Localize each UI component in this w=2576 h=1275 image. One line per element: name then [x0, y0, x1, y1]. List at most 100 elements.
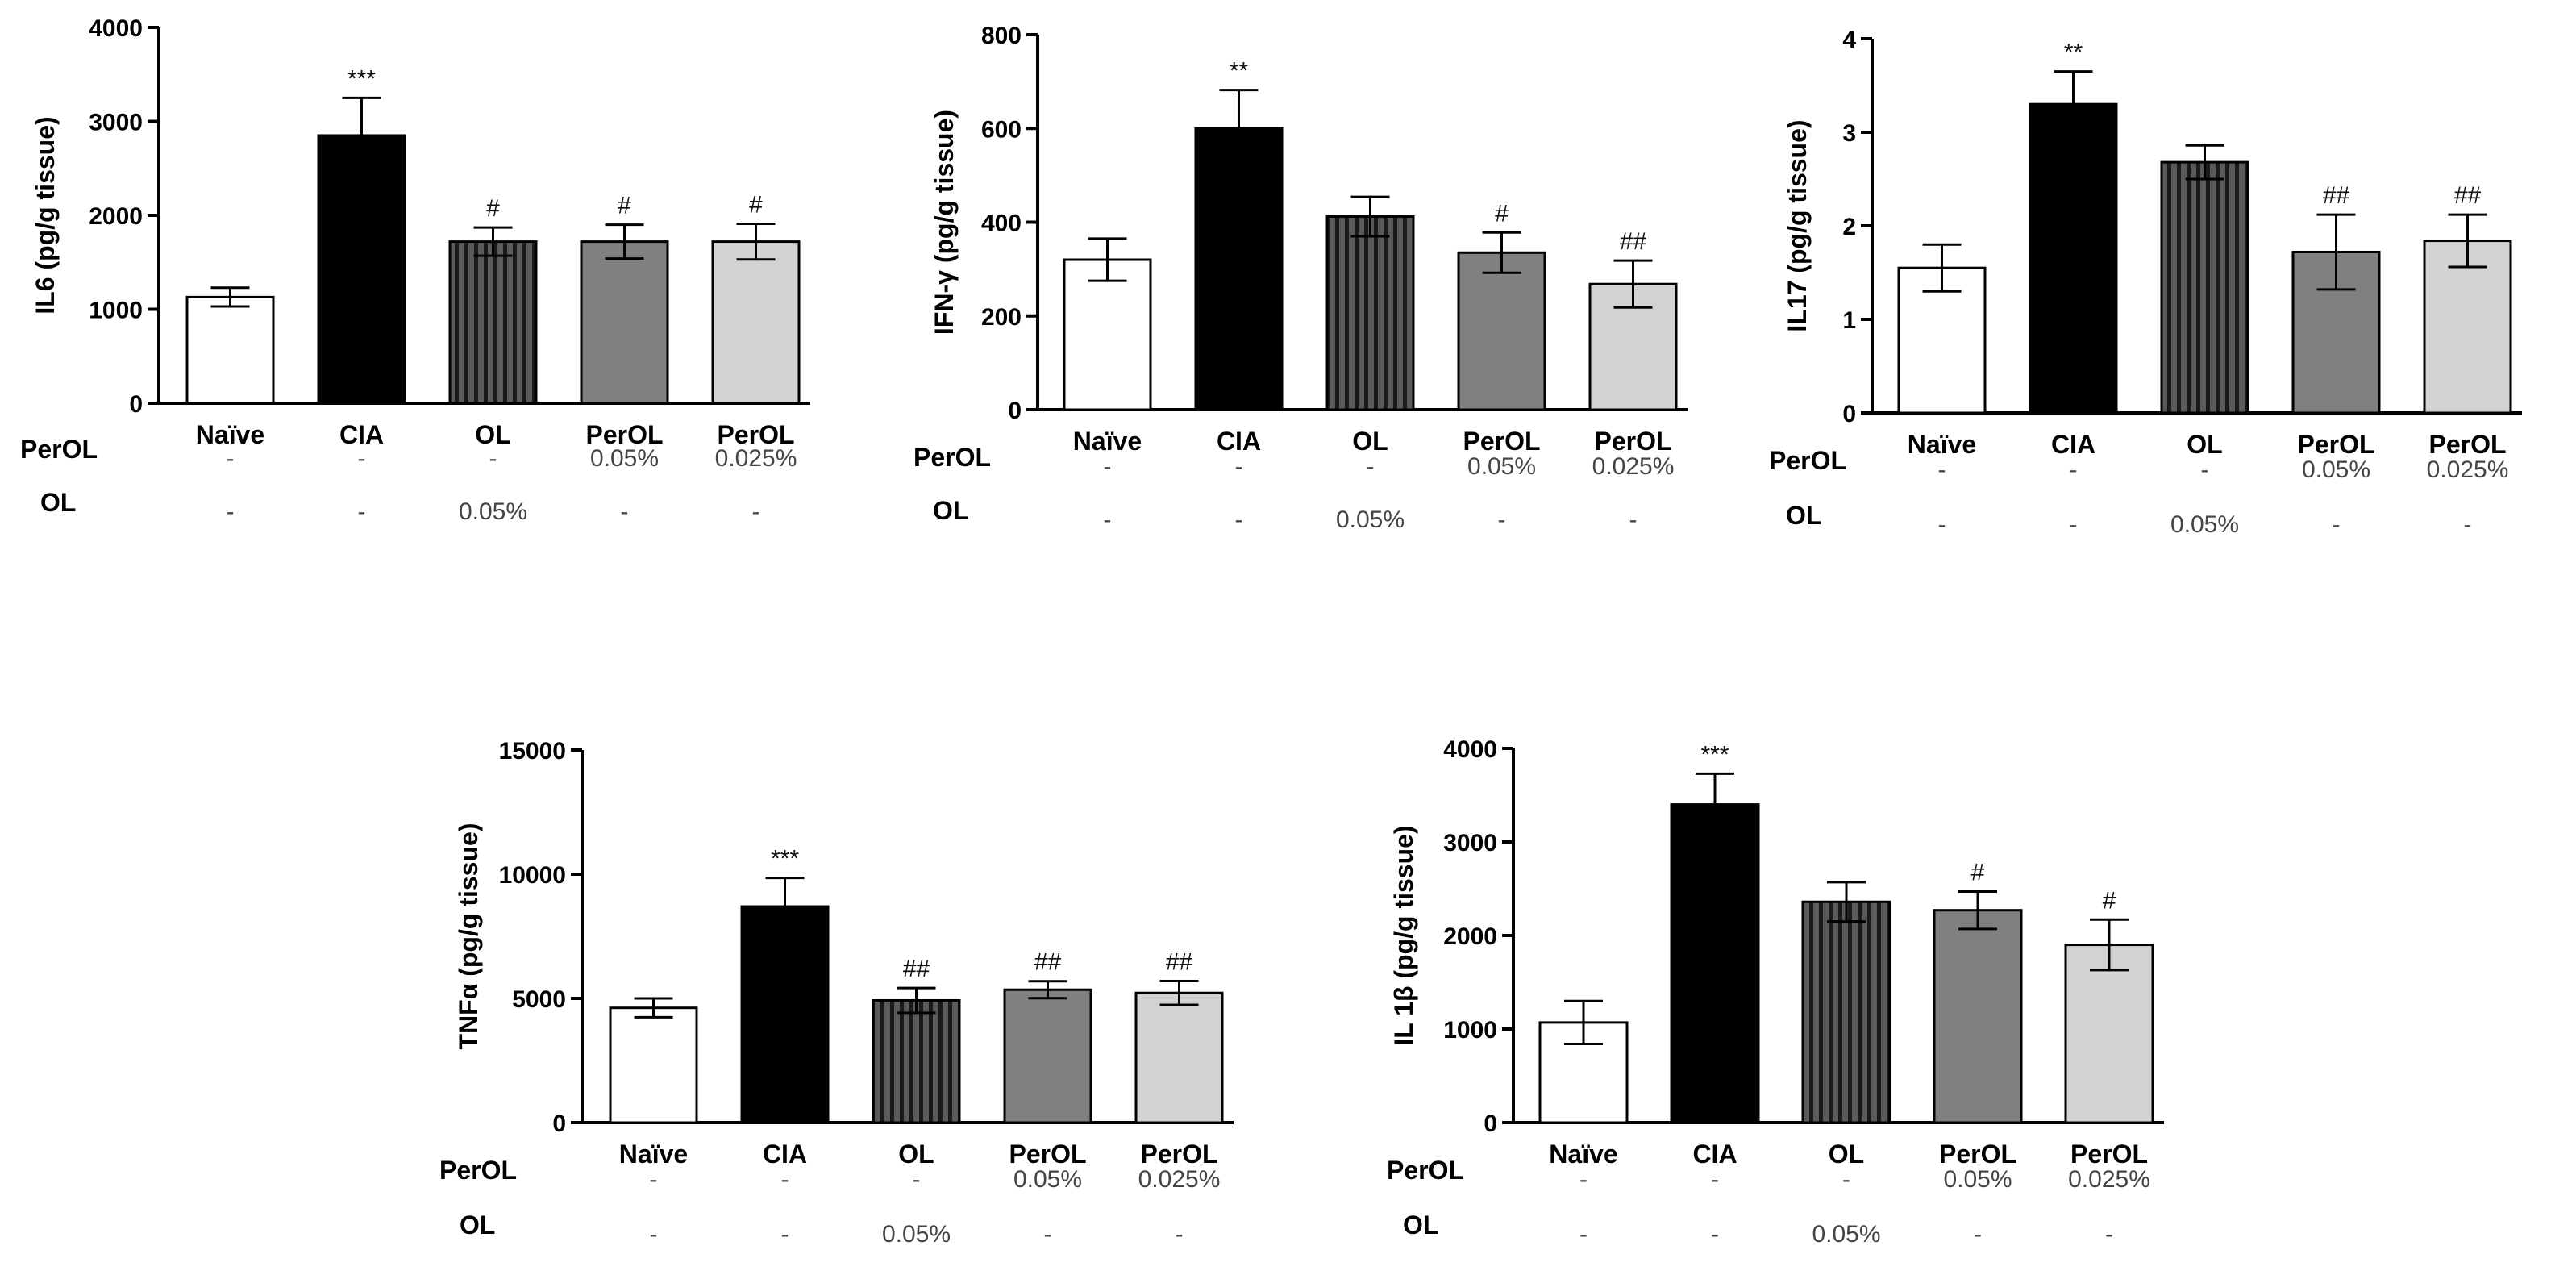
ol-row-label: OL [1786, 501, 1821, 530]
bar [1063, 258, 1152, 411]
y-tick-label: 800 [981, 23, 1022, 49]
perol-cell: - [1367, 453, 1375, 480]
ol-row-label: OL [460, 1210, 495, 1240]
perol-cell: - [2070, 456, 2078, 483]
bar [1670, 803, 1760, 1124]
significance-marker: # [749, 191, 763, 218]
bar [185, 295, 275, 405]
ol-cell: - [2105, 1221, 2113, 1248]
perol-cell: 0.05% [590, 445, 659, 472]
y-axis-title: IFN-γ (pg/g tissue) [930, 110, 959, 335]
y-tick-label: 4000 [89, 15, 143, 42]
bar [317, 134, 406, 405]
x-tick-label: OL [898, 1140, 934, 1169]
perol-cell: - [1235, 453, 1243, 480]
bar [580, 240, 669, 405]
bar [609, 1006, 698, 1124]
significance-marker: *** [347, 65, 376, 92]
bar [1325, 215, 1415, 411]
perol-cell: - [1842, 1166, 1850, 1193]
y-tick-label: 0 [1484, 1110, 1497, 1137]
ol-cell: - [1711, 1221, 1719, 1248]
x-tick-label: CIA [339, 420, 384, 449]
perol-cell: - [1938, 456, 1946, 483]
bar [711, 240, 801, 405]
perol-cell: - [1711, 1166, 1719, 1193]
bar [1003, 988, 1092, 1124]
x-tick-label: Naïve [196, 420, 264, 449]
significance-marker: ## [903, 956, 930, 982]
x-tick-label: Naïve [1549, 1140, 1617, 1169]
ol-cell: - [1629, 506, 1638, 533]
ol-row-label: OL [1403, 1210, 1438, 1240]
x-tick-label: Naïve [619, 1140, 688, 1169]
y-tick-label: 3000 [1443, 830, 1497, 856]
y-axis-title: TNFα (pg/g tissue) [454, 823, 483, 1050]
y-tick-label: 4 [1842, 27, 1856, 53]
ol-cell: - [752, 498, 760, 525]
x-tick-label: CIA [1217, 427, 1261, 456]
significance-marker: # [618, 193, 631, 219]
x-tick-label: PerOL [1140, 1140, 1217, 1169]
perol-cell: 0.025% [1138, 1166, 1221, 1193]
y-tick-label: 1 [1842, 307, 1856, 334]
x-tick-label: PerOL [1009, 1140, 1086, 1169]
perol-row-label: PerOL [913, 443, 991, 472]
y-axis-title: IL6 (pg/g tissue) [31, 116, 60, 314]
perol-cell: 0.05% [1943, 1166, 2012, 1193]
y-tick-label: 4000 [1443, 736, 1497, 763]
x-tick-label: PerOL [717, 420, 794, 449]
significance-marker: ## [1620, 228, 1647, 255]
perol-row-label: PerOL [20, 435, 98, 464]
x-tick-label: PerOL [1594, 427, 1671, 456]
ol-cell: - [2333, 511, 2341, 538]
x-tick-label: OL [1829, 1140, 1864, 1169]
bar [872, 998, 961, 1124]
y-tick-label: 10000 [499, 862, 566, 889]
bar [448, 240, 538, 405]
bar [2029, 102, 2118, 415]
x-tick-label: CIA [1692, 1140, 1737, 1169]
perol-row-label: PerOL [1769, 446, 1846, 475]
ol-cell: - [1104, 506, 1112, 533]
perol-cell: - [650, 1166, 658, 1193]
ol-cell: - [1579, 1221, 1588, 1248]
ol-cell: - [621, 498, 629, 525]
y-tick-label: 3000 [89, 110, 143, 136]
y-tick-label: 200 [981, 304, 1022, 331]
ol-cell: - [781, 1221, 789, 1248]
ol-cell: - [1938, 511, 1946, 538]
perol-cell: - [781, 1166, 789, 1193]
bar [1801, 900, 1891, 1124]
significance-marker: ** [2064, 40, 2083, 66]
bar [1134, 991, 1224, 1124]
x-tick-label: PerOL [585, 420, 663, 449]
ol-cell: 0.05% [1812, 1221, 1880, 1248]
perol-cell: 0.025% [2068, 1166, 2150, 1193]
y-tick-label: 5000 [512, 986, 566, 1013]
y-tick-label: 3 [1842, 120, 1856, 147]
ol-cell: 0.05% [2170, 511, 2239, 538]
x-tick-label: OL [2187, 430, 2222, 459]
perol-cell: - [1579, 1166, 1588, 1193]
y-tick-label: 2000 [1443, 923, 1497, 950]
y-tick-label: 2 [1842, 214, 1856, 240]
bar [1933, 909, 2023, 1124]
x-tick-label: PerOL [2428, 430, 2506, 459]
significance-marker: *** [1700, 741, 1729, 768]
significance-marker: # [1971, 859, 1985, 885]
ol-cell: - [1974, 1221, 1982, 1248]
perol-row-label: PerOL [439, 1156, 517, 1185]
perol-cell: - [913, 1166, 921, 1193]
perol-cell: 0.05% [2302, 456, 2370, 483]
perol-row-label: PerOL [1387, 1156, 1464, 1185]
ol-cell: 0.05% [1336, 506, 1405, 533]
ol-cell: - [1044, 1221, 1052, 1248]
x-tick-label: PerOL [1463, 427, 1540, 456]
significance-marker: ## [2323, 182, 2350, 209]
ol-cell: - [1235, 506, 1243, 533]
significance-marker: ** [1230, 58, 1249, 85]
